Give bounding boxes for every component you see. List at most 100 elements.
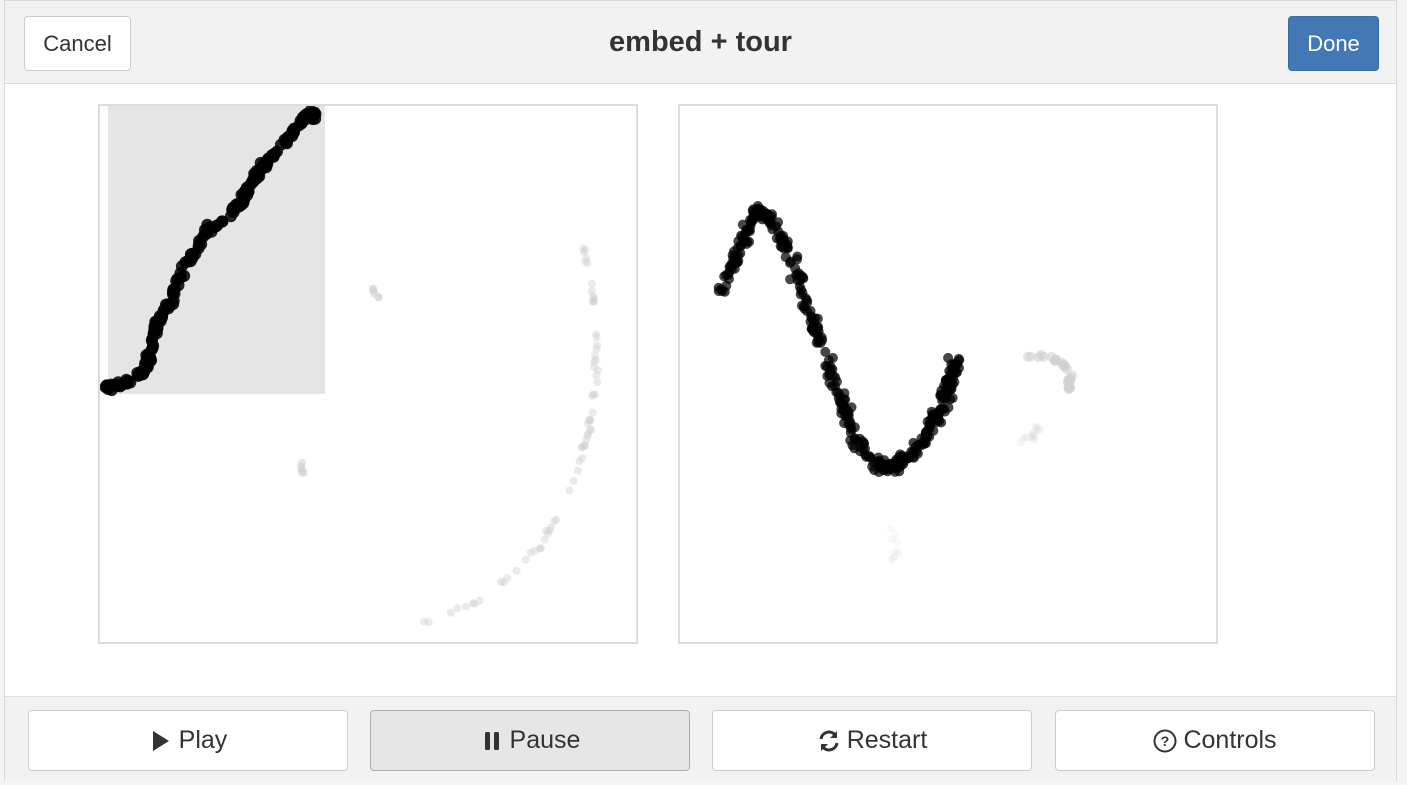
scatter-point [587, 426, 596, 434]
scatter-point [890, 552, 899, 561]
scatter-point [565, 486, 574, 495]
scatter-point [795, 275, 806, 286]
embedding-scatter[interactable] [100, 106, 636, 642]
scatter-point [592, 371, 601, 380]
scatter-point [1028, 430, 1037, 439]
scatter-point [589, 292, 598, 300]
scatter-point [728, 253, 739, 264]
scatter-point [588, 391, 597, 400]
scatter-point [420, 617, 428, 626]
scatter-point [424, 618, 433, 626]
gadget-title: embed + tour [609, 26, 792, 58]
embedding-plot[interactable] [98, 104, 638, 644]
scatter-point [156, 309, 168, 322]
scatter-point [1030, 433, 1038, 442]
scatter-point [579, 244, 587, 253]
scatter-point [575, 457, 584, 465]
pause-button[interactable]: Pause [370, 710, 690, 771]
scatter-point [798, 301, 809, 312]
scatter-point [588, 297, 597, 306]
control-bar: Play Pause Restart ? [5, 696, 1396, 782]
scatter-point [1028, 432, 1036, 441]
scatter-point [475, 596, 484, 605]
scatter-point [817, 335, 828, 345]
scatter-point [146, 333, 159, 346]
scatter-point [540, 535, 549, 544]
scatter-point [585, 416, 593, 424]
scatter-point [813, 322, 824, 333]
scatter-point [583, 259, 592, 268]
plot-area [5, 84, 1396, 696]
scatter-point [860, 449, 871, 460]
scatter-point [886, 459, 897, 470]
scatter-point [1016, 438, 1025, 447]
scatter-point [838, 399, 849, 410]
scatter-point [1038, 351, 1049, 362]
scatter-point [735, 248, 746, 259]
scatter-point [1031, 423, 1040, 432]
scatter-point [578, 443, 587, 452]
brush-rect[interactable] [108, 106, 325, 394]
scatter-point [1019, 433, 1028, 442]
play-label: Play [178, 726, 228, 754]
tour-plot[interactable] [678, 104, 1218, 644]
scatter-point [936, 404, 947, 415]
scatter-point [211, 219, 224, 232]
scatter-point [499, 578, 508, 587]
scatter-point [587, 279, 596, 288]
cancel-button[interactable]: Cancel [24, 16, 131, 71]
scatter-point [109, 379, 122, 392]
scatter-point [526, 548, 535, 557]
done-button[interactable]: Done [1288, 16, 1379, 71]
scatter-point [589, 296, 598, 305]
scatter-point [521, 555, 530, 564]
scatter-point [721, 280, 732, 291]
scatter-point [872, 456, 883, 467]
scatter-point [589, 294, 598, 303]
scatter-point [589, 390, 598, 399]
scatter-point [574, 466, 582, 475]
scatter-point [775, 230, 786, 241]
scatter-point [828, 370, 839, 381]
scatter-point [160, 298, 172, 311]
scatter-point [903, 453, 914, 464]
scatter-point [887, 535, 896, 544]
scatter-point [550, 517, 559, 526]
scatter-point [580, 441, 589, 450]
scatter-point [134, 368, 147, 381]
scatter-point [756, 211, 767, 222]
scatter-point [122, 374, 135, 387]
scatter-point [470, 599, 479, 608]
tour-scatter[interactable] [680, 106, 1216, 642]
scatter-point [172, 279, 185, 292]
refresh-icon [817, 729, 841, 753]
scatter-point [782, 236, 793, 247]
restart-label: Restart [846, 726, 928, 754]
scatter-point [1065, 373, 1076, 384]
scatter-point [586, 425, 595, 434]
scatter-point [891, 529, 899, 538]
scatter-point [894, 549, 903, 558]
scatter-point [192, 242, 205, 255]
scatter-point [1029, 435, 1038, 444]
scatter-point [297, 466, 306, 475]
scatter-point [893, 537, 901, 546]
scatter-point [582, 436, 591, 445]
scatter-point [184, 255, 197, 268]
play-button[interactable]: Play [28, 710, 348, 771]
scatter-point [542, 526, 550, 535]
unselected-points [296, 244, 602, 626]
scatter-point [586, 416, 595, 425]
scatter-point [592, 345, 601, 354]
scatter-point [512, 566, 521, 575]
scatter-point [591, 390, 600, 399]
controls-button[interactable]: ? Controls [1055, 710, 1375, 771]
scatter-point [739, 235, 750, 246]
scatter-point [581, 246, 590, 255]
scatter-point [846, 402, 857, 413]
svg-text:?: ? [1161, 733, 1170, 749]
scatter-point [503, 574, 512, 582]
scatter-point [929, 413, 940, 424]
scatter-point [586, 416, 595, 425]
restart-button[interactable]: Restart [712, 710, 1032, 771]
